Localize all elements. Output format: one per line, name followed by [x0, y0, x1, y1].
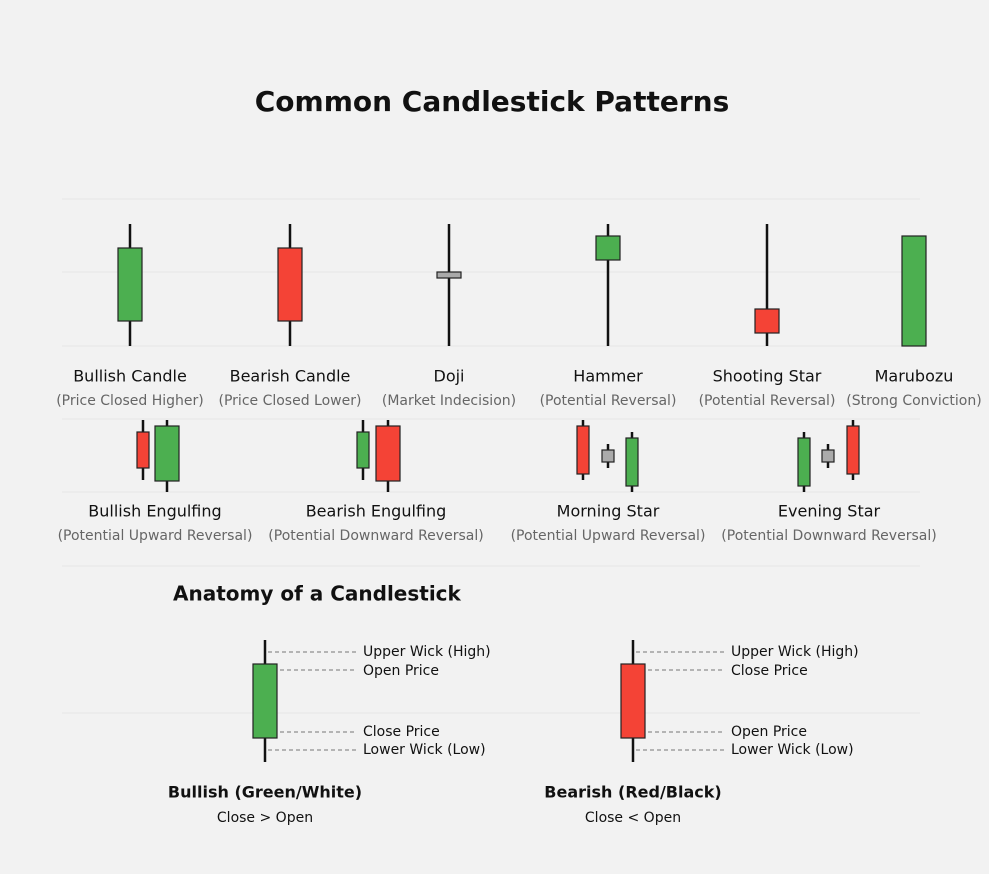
pattern-note: (Potential Upward Reversal): [511, 528, 706, 544]
pattern-note: (Potential Reversal): [540, 393, 677, 409]
pattern-note: (Market Indecision): [382, 393, 516, 409]
anatomy-label: Upper Wick (High): [731, 644, 859, 660]
candle-body: [117, 247, 143, 322]
pattern-name: Bullish Engulfing: [88, 502, 221, 521]
anatomy-label: Upper Wick (High): [363, 644, 491, 660]
anatomy-label: Lower Wick (Low): [363, 742, 486, 758]
pattern-name: Hammer: [573, 367, 643, 386]
candle-body: [754, 308, 780, 334]
title: Common Candlestick Patterns: [255, 85, 730, 118]
pattern-note: (Potential Upward Reversal): [58, 528, 253, 544]
anatomy-rule: Close > Open: [217, 810, 313, 826]
pattern-name: Bearish Candle: [230, 367, 351, 386]
pattern-note: (Strong Conviction): [846, 393, 981, 409]
candle-body: [846, 425, 860, 475]
candle-body: [797, 437, 811, 487]
candle-body: [356, 431, 370, 469]
section-title: Anatomy of a Candlestick: [173, 582, 462, 606]
candle-body: [436, 271, 462, 279]
candle-body: [595, 235, 621, 261]
pattern-name: Shooting Star: [713, 367, 822, 386]
candle-body: [601, 449, 615, 463]
pattern-note: (Potential Reversal): [699, 393, 836, 409]
grid: [62, 198, 920, 714]
pattern-name: Bullish Candle: [73, 367, 187, 386]
anatomy-label: Close Price: [363, 724, 440, 740]
pattern-note: (Price Closed Lower): [219, 393, 362, 409]
candle-body: [821, 449, 835, 463]
anatomy-caption: Bullish (Green/White): [168, 783, 362, 802]
anatomy-rule: Close < Open: [585, 810, 681, 826]
candle-body: [620, 663, 646, 739]
pattern-name: Morning Star: [557, 502, 660, 521]
candle-body: [154, 425, 180, 482]
pattern-name: Evening Star: [778, 502, 881, 521]
candle-body: [375, 425, 401, 482]
pattern-note: (Potential Downward Reversal): [268, 528, 483, 544]
anatomy-caption: Bearish (Red/Black): [544, 783, 721, 802]
pattern-name: Marubozu: [875, 367, 954, 386]
pattern-name: Bearish Engulfing: [306, 502, 447, 521]
pattern-note: (Potential Downward Reversal): [721, 528, 936, 544]
candle-body: [277, 247, 303, 322]
pattern-name: Doji: [434, 367, 465, 386]
anatomy-label: Close Price: [731, 663, 808, 679]
candle-body: [576, 425, 590, 475]
anatomy-label: Open Price: [731, 724, 807, 740]
anatomy-label: Lower Wick (Low): [731, 742, 854, 758]
candle-body: [136, 431, 150, 469]
candle-body: [625, 437, 639, 487]
candle-body: [901, 235, 927, 347]
candle-body: [252, 663, 278, 739]
anatomy-label: Open Price: [363, 663, 439, 679]
pattern-note: (Price Closed Higher): [56, 393, 204, 409]
